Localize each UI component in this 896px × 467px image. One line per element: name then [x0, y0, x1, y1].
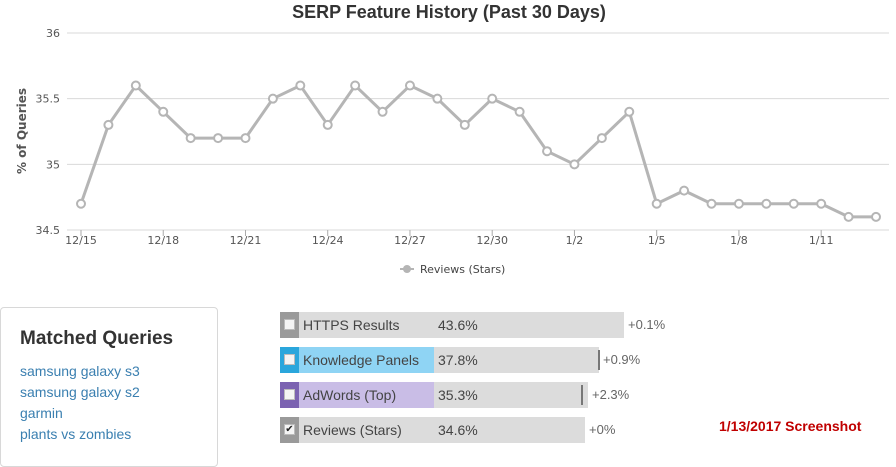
x-tick-label: 12/21 [230, 234, 262, 247]
feature-name: AdWords (Top) [299, 382, 434, 408]
feature-percent: 37.8% [438, 352, 478, 368]
feature-bar [434, 417, 585, 443]
feature-delta: +0.9% [603, 352, 641, 367]
feature-row: Knowledge Panels 37.8% +0.9% [280, 347, 700, 373]
feature-percent: 34.6% [438, 422, 478, 438]
data-point[interactable] [542, 146, 553, 157]
y-tick-label: 35 [46, 158, 60, 171]
data-point[interactable] [624, 106, 635, 117]
data-point[interactable] [459, 119, 470, 130]
data-point[interactable] [432, 93, 443, 104]
matched-query-link[interactable]: samsung galaxy s3 [20, 363, 140, 379]
data-point[interactable] [514, 106, 525, 117]
y-axis-ticks: 34.5 35 35.5 36 [36, 27, 61, 237]
data-point[interactable] [76, 198, 86, 209]
data-point[interactable] [761, 198, 772, 209]
feature-previous-marker [581, 385, 583, 405]
chart-grid [67, 32, 889, 231]
x-tick-label: 12/15 [65, 234, 97, 247]
feature-bar [434, 312, 624, 338]
feature-delta: +0% [589, 422, 616, 437]
feature-checkbox[interactable] [280, 347, 299, 373]
matched-query-link[interactable]: plants vs zombies [20, 426, 132, 442]
data-point[interactable] [816, 198, 827, 209]
legend-label: Reviews (Stars) [420, 263, 505, 276]
feature-percent: 35.3% [438, 387, 478, 403]
checkbox-empty-icon [284, 389, 295, 400]
feature-name: Reviews (Stars) [299, 417, 434, 443]
data-point[interactable] [213, 133, 224, 144]
checkbox-empty-icon [284, 354, 295, 365]
screenshot-date-label: 1/13/2017 Screenshot [719, 418, 862, 434]
data-point[interactable] [788, 198, 799, 209]
matched-query-link[interactable]: samsung galaxy s2 [20, 384, 140, 400]
matched-queries-title: Matched Queries [20, 328, 174, 349]
matched-query-item: samsung galaxy s2 [20, 382, 140, 403]
data-point[interactable] [679, 185, 690, 196]
data-point[interactable] [487, 93, 498, 104]
x-tick-label: 12/27 [394, 234, 426, 247]
series-line [79, 83, 876, 219]
x-tick-label: 1/8 [730, 234, 748, 247]
feature-name: HTTPS Results [299, 312, 434, 338]
x-tick-label: 12/30 [476, 234, 508, 247]
data-point[interactable] [569, 159, 580, 170]
data-point[interactable] [651, 198, 662, 209]
x-tick-label: 1/11 [809, 234, 834, 247]
matched-query-item: plants vs zombies [20, 424, 140, 445]
x-tick-label: 1/5 [648, 234, 666, 247]
feature-checkbox[interactable]: ✔ [280, 417, 299, 443]
data-point[interactable] [871, 211, 881, 222]
data-point[interactable] [185, 133, 196, 144]
data-point[interactable] [322, 119, 333, 130]
matched-queries-list: samsung galaxy s3 samsung galaxy s2 garmin… [20, 361, 140, 445]
y-axis-title: % of Queries [15, 88, 29, 174]
legend-marker-swatch [403, 265, 411, 273]
feature-percent: 43.6% [438, 317, 478, 333]
feature-checkbox[interactable] [280, 382, 299, 408]
x-tick-label: 12/24 [312, 234, 344, 247]
data-point[interactable] [295, 80, 306, 91]
chart-legend[interactable]: Reviews (Stars) [400, 263, 505, 276]
data-point[interactable] [103, 119, 114, 130]
x-tick-label: 12/18 [147, 234, 179, 247]
feature-previous-marker [598, 350, 600, 370]
feature-row: HTTPS Results 43.6% +0.1% [280, 312, 700, 338]
checkmark-icon: ✔ [284, 424, 295, 435]
data-point[interactable] [377, 106, 388, 117]
matched-query-item: garmin [20, 403, 140, 424]
feature-checkbox[interactable] [280, 312, 299, 338]
data-point[interactable] [404, 80, 415, 91]
x-tick-label: 1/2 [566, 234, 584, 247]
y-tick-label: 35.5 [36, 93, 61, 106]
matched-queries-panel: Matched Queries samsung galaxy s3 samsung… [0, 307, 218, 467]
data-point[interactable] [130, 80, 141, 91]
data-point[interactable] [596, 133, 607, 144]
data-point[interactable] [350, 80, 361, 91]
checkbox-empty-icon [284, 319, 295, 330]
matched-query-link[interactable]: garmin [20, 405, 63, 421]
feature-row: ✔ Reviews (Stars) 34.6% +0% [280, 417, 700, 443]
x-axis-ticks: 12/15 12/18 12/21 12/24 12/27 12/30 1/2 1/5 1/8 1… [65, 230, 834, 247]
feature-row: AdWords (Top) 35.3% +2.3% [280, 382, 700, 408]
serp-feature-chart: SERP Feature History (Past 30 Days) 34.5… [15, 2, 889, 276]
data-point[interactable] [706, 198, 717, 209]
data-point[interactable] [843, 211, 854, 222]
data-point[interactable] [267, 93, 278, 104]
feature-name: Knowledge Panels [299, 347, 434, 373]
chart-title: SERP Feature History (Past 30 Days) [292, 2, 606, 22]
y-tick-label: 34.5 [36, 224, 61, 237]
feature-delta: +0.1% [628, 317, 666, 332]
data-point[interactable] [733, 198, 744, 209]
matched-query-item: samsung galaxy s3 [20, 361, 140, 382]
feature-delta: +2.3% [592, 387, 630, 402]
y-tick-label: 36 [46, 27, 60, 40]
feature-bar [434, 382, 588, 408]
data-point[interactable] [158, 106, 169, 117]
data-point[interactable] [240, 133, 251, 144]
feature-bar [434, 347, 599, 373]
series-reviews-stars [76, 80, 881, 222]
